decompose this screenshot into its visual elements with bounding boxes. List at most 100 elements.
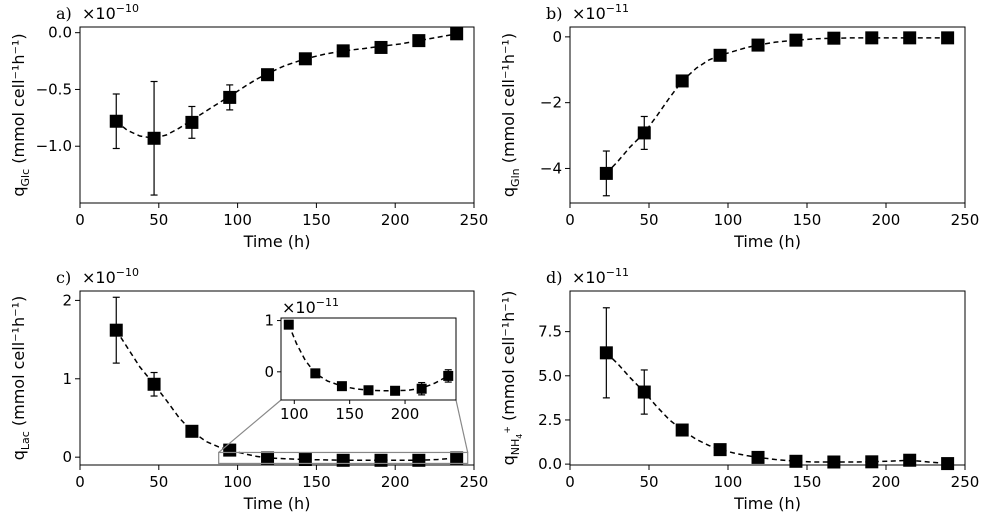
plot-frame: [79, 290, 475, 466]
data-point: [751, 38, 765, 52]
y-tick-label: −4: [540, 159, 562, 177]
data-point: [713, 443, 727, 457]
data-point: [941, 31, 955, 45]
data-point: [336, 453, 350, 467]
inset-data-point: [336, 381, 347, 392]
data-point: [865, 455, 879, 469]
scale-factor: ×10−10: [82, 266, 139, 287]
data-point: [827, 31, 841, 45]
inset-plot: 100 150 200 0 1 ×10−11: [264, 296, 457, 423]
fit-curve: [605, 37, 948, 174]
zoom-connector-left: [218, 399, 282, 453]
inset-data-point: [416, 383, 427, 394]
inset-x-tick-label: 100: [280, 405, 309, 423]
data-point: [637, 126, 651, 140]
data-point: [450, 27, 464, 41]
x-axis-label: Time (h): [733, 494, 801, 513]
y-axis-label: qNH4+ (mmol cell⁻¹h⁻¹): [499, 291, 524, 466]
data-point: [865, 31, 879, 45]
panel-c: 0 50 100 150 200 250 0 1 2 Time (h) qLac (mmol cel…: [9, 266, 488, 513]
data-point: [298, 453, 312, 467]
y-tick-label: −0.5: [36, 80, 72, 98]
data-point: [412, 453, 426, 467]
inset-scale-factor: ×10−11: [282, 296, 339, 317]
data-point: [713, 48, 727, 62]
x-tick-label: 250: [951, 473, 980, 491]
data-point: [412, 34, 426, 48]
scale-factor: ×10−11: [572, 266, 629, 287]
data-point: [223, 90, 237, 104]
data-point: [941, 457, 955, 471]
panel-d: 0 50 100 150 200 250 0.0 2.5 5.0 7.5 Time (h) qNH4+…: [499, 266, 979, 513]
x-tick-label: 0: [75, 211, 85, 229]
data-point: [599, 346, 613, 360]
y-tick-label: 1: [62, 370, 72, 388]
x-axis-label: Time (h): [733, 232, 801, 251]
plot-frame: [569, 26, 966, 204]
y-axis-label: qGlc (mmol cell⁻¹h⁻¹): [9, 33, 32, 196]
data-point: [109, 323, 123, 337]
data-point: [903, 453, 917, 467]
data-point: [374, 40, 388, 54]
x-tick-label: 100: [714, 473, 743, 491]
inset-data-point: [283, 319, 294, 330]
panel-label: c): [56, 268, 71, 287]
x-tick-label: 150: [793, 211, 822, 229]
x-tick-label: 200: [381, 473, 410, 491]
zoom-connector-right: [455, 399, 469, 453]
x-tick-label: 100: [714, 211, 743, 229]
x-tick-label: 50: [639, 473, 658, 491]
x-tick-label: 0: [565, 473, 575, 491]
panel-label: b): [546, 4, 562, 23]
inset-data-point: [310, 368, 321, 379]
y-tick-label: −1.0: [36, 137, 72, 155]
x-tick-label: 50: [639, 211, 658, 229]
data-point: [675, 423, 689, 437]
x-tick-label: 50: [149, 473, 168, 491]
x-tick-label: 200: [381, 211, 410, 229]
x-tick-label: 50: [149, 211, 168, 229]
inset-x-tick-label: 150: [335, 405, 364, 423]
data-point: [450, 451, 464, 465]
y-tick-label: 5.0: [538, 367, 562, 385]
y-tick-label: 2: [62, 291, 72, 309]
data-point: [751, 450, 765, 464]
x-tick-label: 250: [460, 473, 489, 491]
data-point: [827, 455, 841, 469]
data-point: [789, 33, 803, 47]
x-tick-label: 0: [565, 211, 575, 229]
y-tick-label: 2.5: [538, 411, 562, 429]
inset-data-point: [390, 385, 401, 396]
y-tick-label: 0.0: [48, 24, 72, 42]
data-point: [599, 166, 613, 180]
panel-label: d): [546, 268, 562, 287]
y-tick-label: 0: [552, 28, 562, 46]
y-axis-label: qGln (mmol cell⁻¹h⁻¹): [499, 33, 522, 197]
x-tick-label: 100: [223, 211, 252, 229]
data-point: [789, 454, 803, 468]
data-point: [223, 443, 237, 457]
data-point: [336, 44, 350, 58]
y-tick-label: −2: [540, 94, 562, 112]
x-tick-label: 200: [872, 473, 901, 491]
data-point: [185, 424, 199, 438]
x-tick-label: 0: [75, 473, 85, 491]
y-axis-label: qLac (mmol cell⁻¹h⁻¹): [9, 296, 32, 461]
x-tick-label: 250: [460, 211, 489, 229]
x-axis-label: Time (h): [243, 494, 311, 513]
zoom-region-box: [218, 451, 469, 465]
data-point: [261, 451, 275, 465]
scale-factor: ×10−11: [572, 2, 629, 23]
y-tick-label: 7.5: [538, 323, 562, 341]
data-point: [261, 68, 275, 82]
x-tick-label: 150: [793, 473, 822, 491]
panel-b: 0 50 100 150 200 250 −4 −2 0 Time (h) qGln (mmol c…: [499, 2, 979, 251]
x-axis-label: Time (h): [243, 232, 311, 251]
data-point: [147, 377, 161, 391]
inset-y-tick-label: 0: [264, 363, 274, 381]
x-tick-label: 150: [302, 211, 331, 229]
inset-data-point: [363, 385, 374, 396]
inset-data-point: [443, 370, 454, 381]
plot-frame: [569, 290, 966, 466]
